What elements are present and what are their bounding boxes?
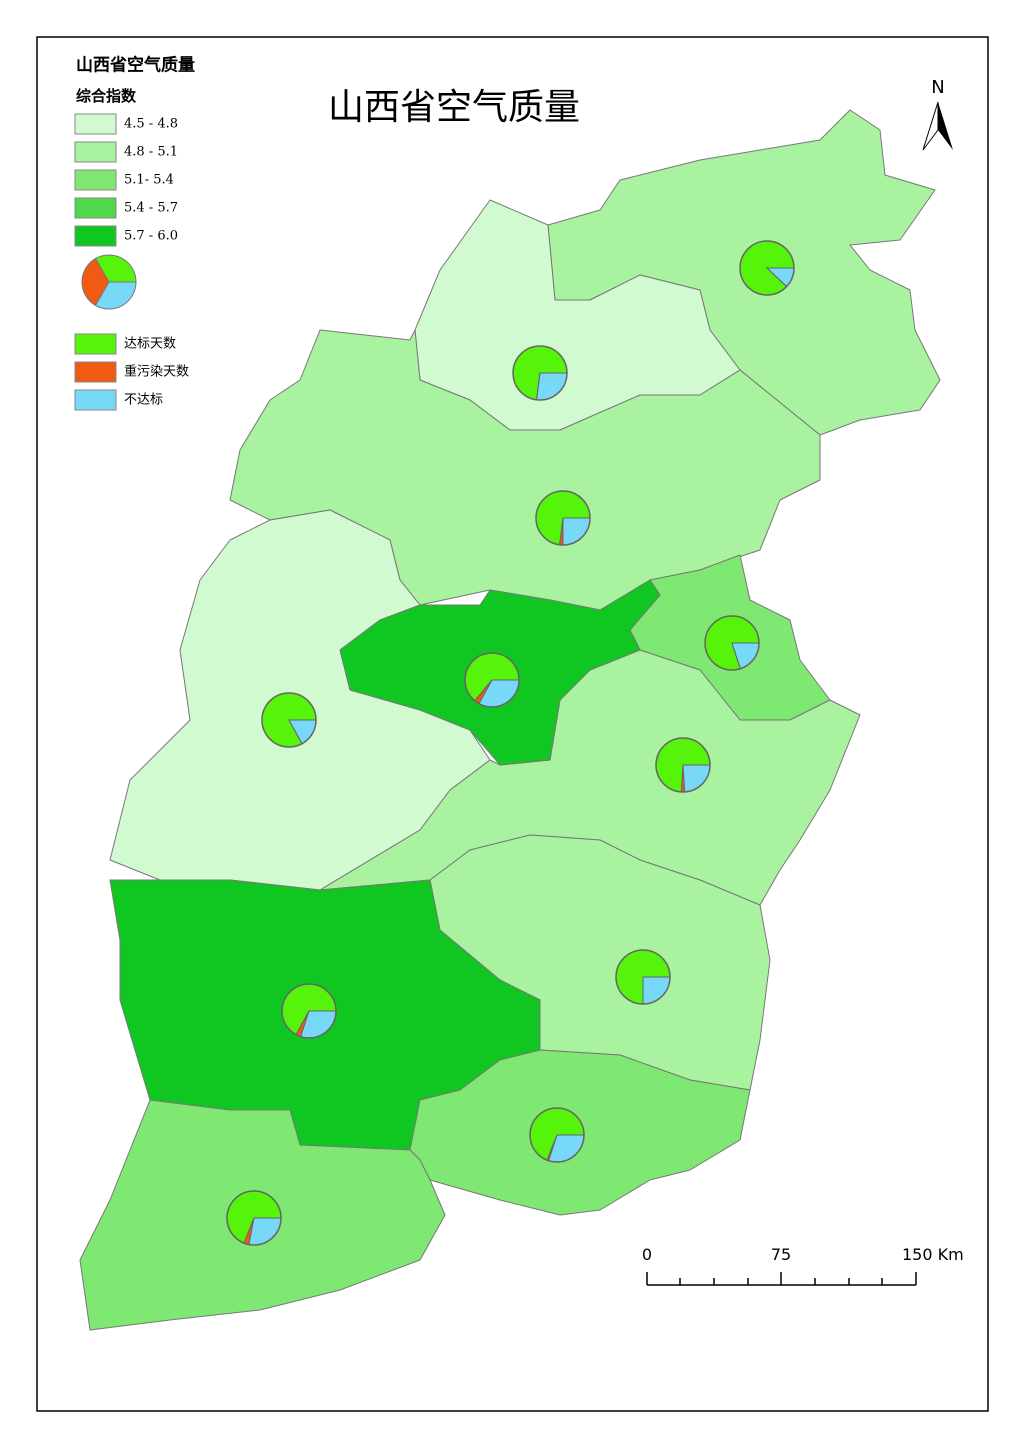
north-arrow: N (922, 77, 953, 151)
legend-label: 5.7 - 6.0 (124, 229, 178, 244)
pie-outline (261, 692, 317, 748)
legend-label: 5.1- 5.4 (124, 173, 174, 188)
legend-sample-pie (81, 254, 137, 310)
scale-label: 150 Km (902, 1245, 964, 1264)
regions (79, 109, 941, 1331)
pie-outline (655, 737, 711, 793)
legend-label: 4.8 - 5.1 (124, 145, 178, 160)
legend-label: 不达标 (124, 393, 163, 408)
map-title: 山西省空气质量 (328, 87, 580, 128)
legend-subtitle: 综合指数 (76, 87, 137, 105)
legend-label: 5.4 - 5.7 (124, 201, 178, 216)
legend-swatch (74, 333, 117, 355)
pie-outline (464, 652, 520, 708)
pie-outline (704, 615, 760, 671)
legend-label: 达标天数 (124, 337, 176, 352)
legend-swatch (74, 197, 117, 219)
pie-outline (281, 983, 337, 1039)
legend-swatch (74, 113, 117, 135)
scale-label: 0 (642, 1245, 652, 1264)
sample-slice (94, 281, 137, 310)
pie-outline (615, 949, 671, 1005)
legend-swatch (74, 169, 117, 191)
arrow-right (938, 102, 953, 150)
legend-title: 山西省空气质量 (76, 55, 195, 76)
legend-swatch (74, 361, 117, 383)
pie-outline (739, 240, 795, 296)
pie-outline (529, 1107, 585, 1163)
arrow-left (922, 101, 939, 151)
pie-outline (226, 1190, 282, 1246)
legend-label: 4.5 - 4.8 (124, 117, 178, 132)
frame (36, 36, 989, 1412)
north-label: N (931, 77, 944, 98)
legend-swatch (74, 225, 117, 247)
pie-outline (512, 345, 568, 401)
scale-label: 75 (771, 1245, 791, 1264)
legend-swatch (74, 141, 117, 163)
scale-bar (646, 1272, 917, 1286)
scale-labels: 0 75 150 Km (642, 1245, 964, 1264)
legend-swatch (74, 389, 117, 411)
legend-label: 重污染天数 (124, 364, 189, 380)
pie-outline (535, 490, 591, 546)
